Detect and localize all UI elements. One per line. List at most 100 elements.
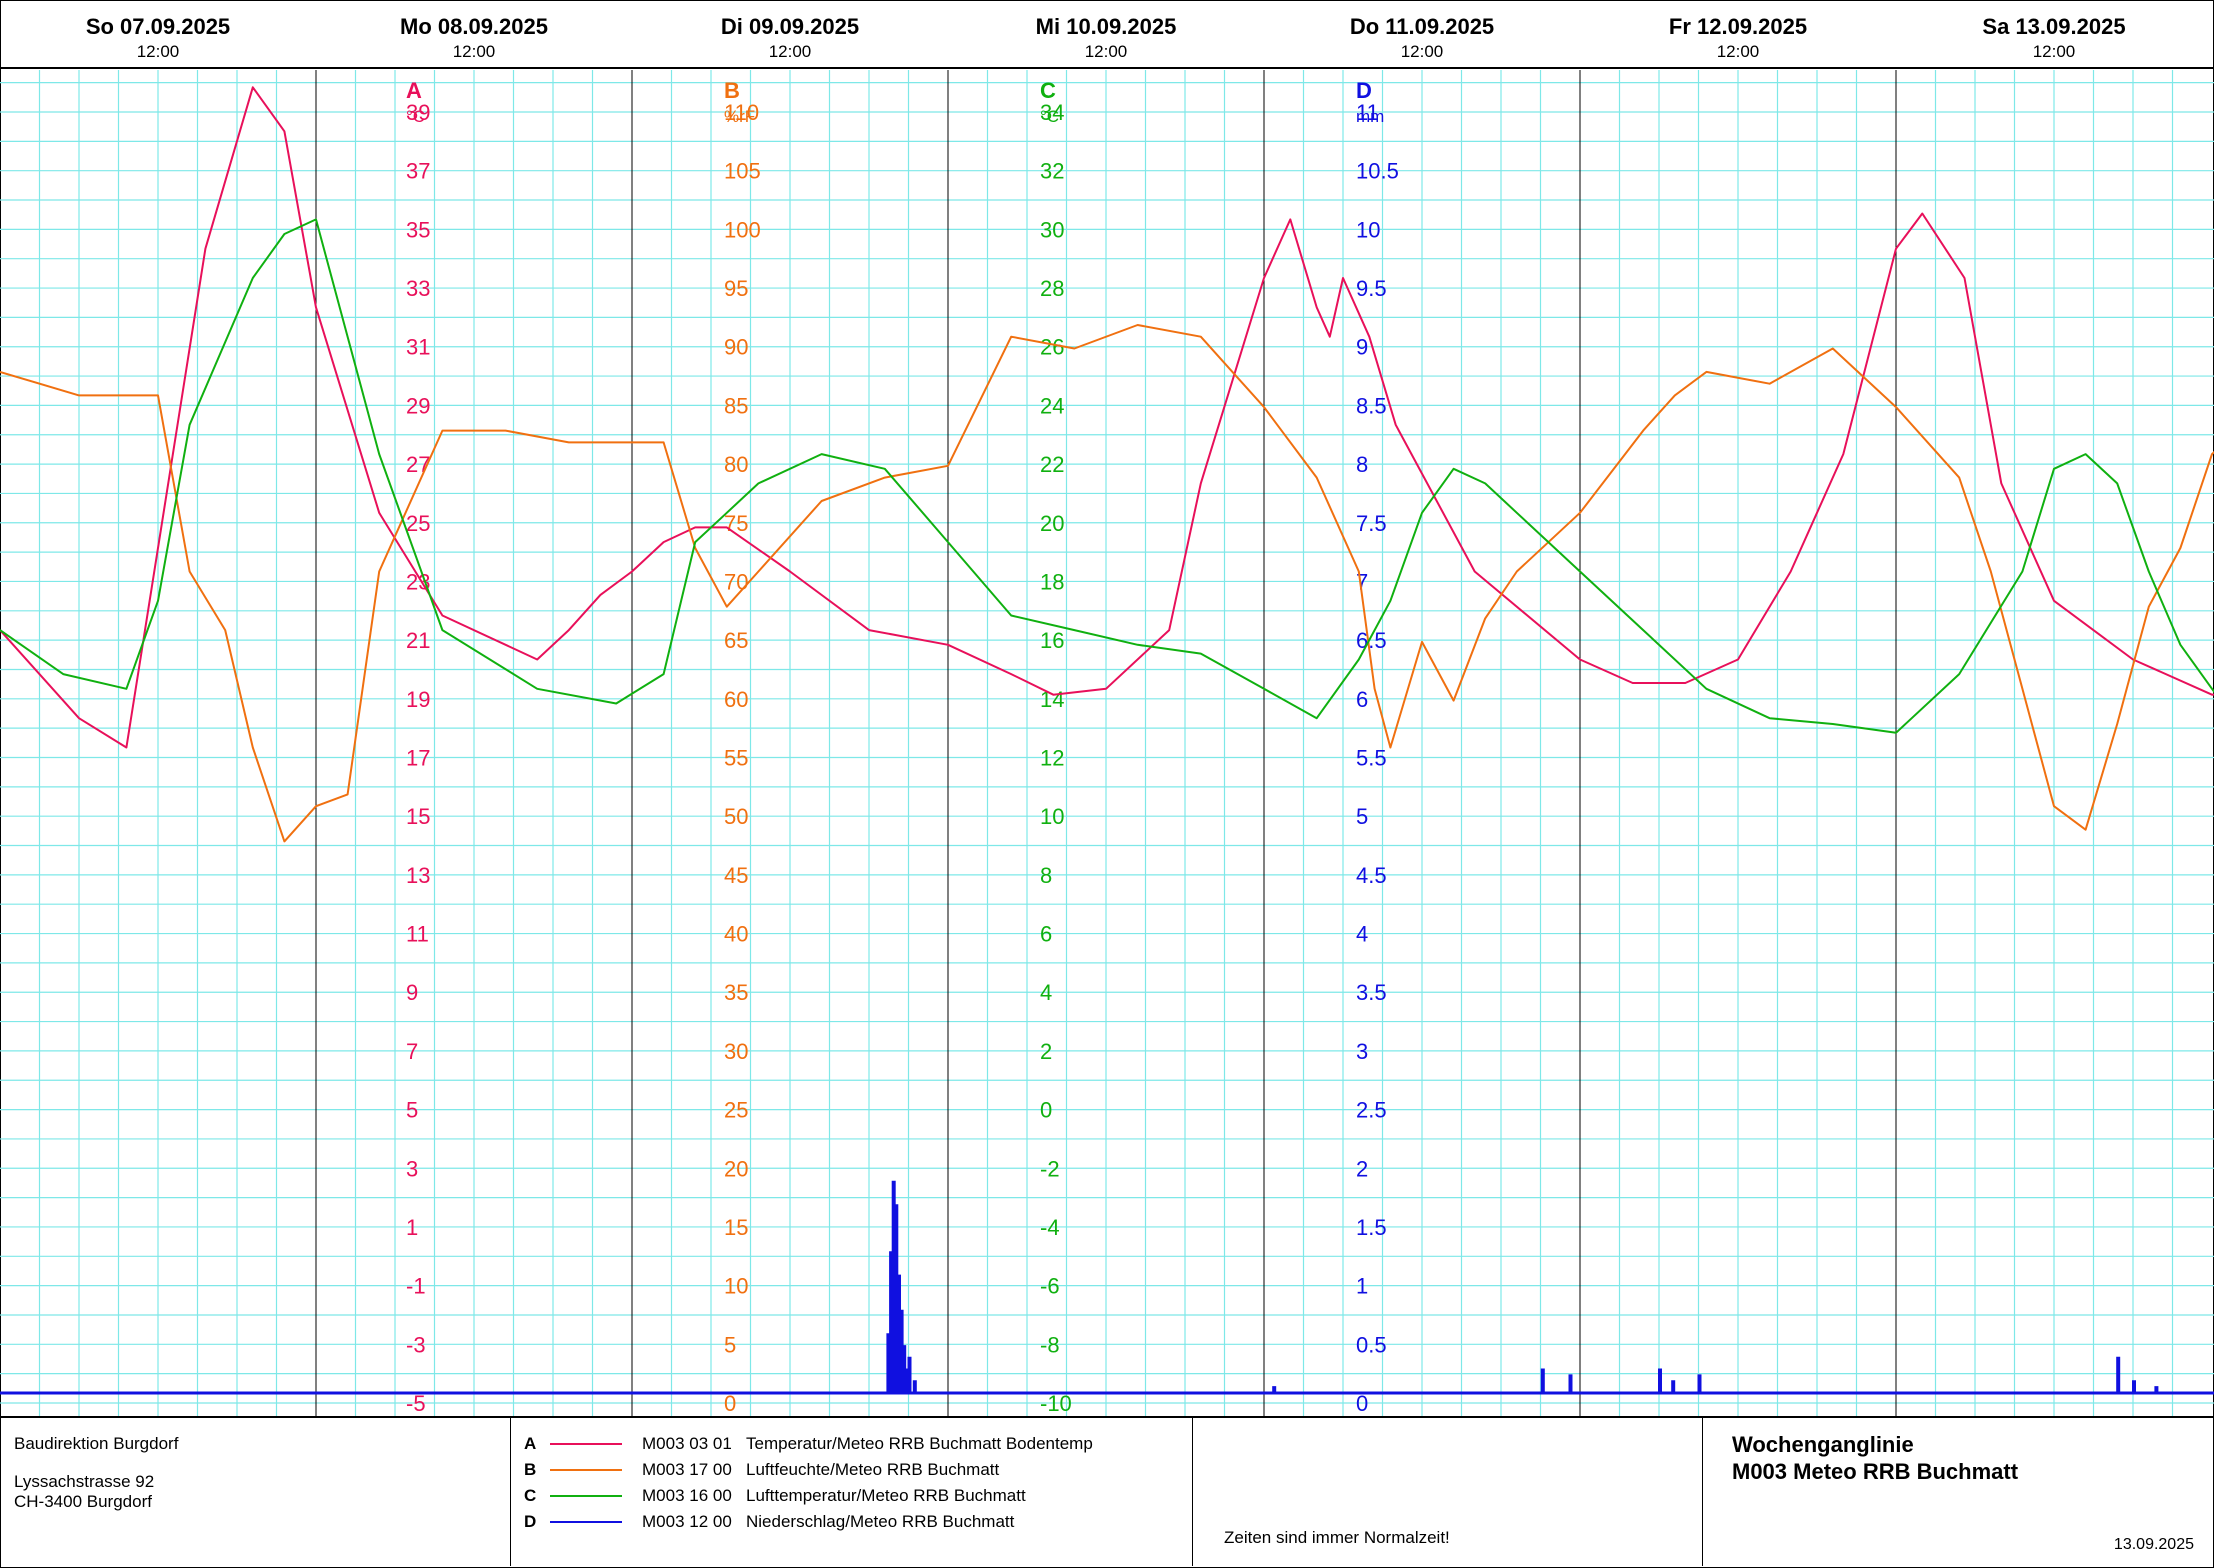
tick-label: 45: [724, 863, 748, 888]
legend-code: M003 03 01: [642, 1434, 732, 1453]
tick-label: 0.5: [1356, 1332, 1387, 1357]
footer-legend-cell: A M003 03 01 Temperatur/Meteo RRB Buchma…: [510, 1416, 1193, 1566]
tick-label: 13: [406, 863, 430, 888]
tick-label: 10.5: [1356, 159, 1399, 184]
report-date: 13.09.2025: [2113, 1536, 2194, 1553]
tick-label: 3: [1356, 1039, 1368, 1064]
footer-title-cell: Wochenganglinie M003 Meteo RRB Buchmatt …: [1702, 1416, 2212, 1566]
legend-line: [550, 1495, 622, 1497]
tick-label: 2: [1040, 1039, 1052, 1064]
tick-label: 9: [1356, 335, 1368, 360]
tick-label: 15: [406, 804, 430, 829]
tick-label: 33: [406, 276, 430, 301]
tick-label: 100: [724, 217, 761, 242]
tick-label: 6: [1356, 687, 1368, 712]
tick-label: 3: [406, 1156, 418, 1181]
tick-label: 3.5: [1356, 980, 1387, 1005]
axis-unit: %rF: [724, 107, 755, 126]
tick-label: 5.5: [1356, 746, 1387, 771]
legend-item: D M003 12 00 Niederschlag/Meteo RRB Buch…: [510, 1512, 1190, 1538]
tick-label: 37: [406, 159, 430, 184]
day-label: Sa 13.09.2025: [1982, 14, 2126, 39]
tick-label: 7.5: [1356, 511, 1387, 536]
legend-item: B M003 17 00 Luftfeuchte/Meteo RRB Buchm…: [510, 1460, 1190, 1486]
tick-label: 10: [1356, 217, 1380, 242]
day-header: Mi 10.09.2025 12:00: [948, 14, 1264, 62]
tick-label: 2.5: [1356, 1098, 1387, 1123]
tick-label: 90: [724, 335, 748, 360]
footer-note: Zeiten sind immer Normalzeit!: [1224, 1528, 1450, 1547]
day-time: 12:00: [136, 42, 180, 61]
tick-label: 21: [406, 628, 430, 653]
tick-label: -3: [406, 1332, 426, 1357]
tick-label: 30: [1040, 217, 1064, 242]
tick-label: 35: [724, 980, 748, 1005]
tick-label: 6.5: [1356, 628, 1387, 653]
legend-key: D: [524, 1512, 537, 1531]
chart-grid: [0, 67, 2214, 1416]
day-label: Do 11.09.2025: [1349, 14, 1495, 39]
tick-label: 25: [406, 511, 430, 536]
legend-key: C: [524, 1486, 537, 1505]
tick-label: 24: [1040, 393, 1064, 418]
day-time: 12:00: [1084, 42, 1128, 61]
tick-label: 5: [724, 1332, 736, 1357]
legend-label: Temperatur/Meteo RRB Buchmatt Bodentemp: [746, 1434, 1093, 1453]
tick-label: 19: [406, 687, 430, 712]
series-line-D: [884, 1180, 2159, 1394]
tick-label: 10: [724, 1274, 748, 1299]
axis-key: A: [406, 78, 422, 103]
footer: Baudirektion Burgdorf Lyssachstrasse 92 …: [0, 1416, 2214, 1568]
tick-label: 0: [1040, 1098, 1052, 1123]
day-label: Mo 08.09.2025: [400, 14, 548, 39]
tick-label: 35: [406, 217, 430, 242]
day-time: 12:00: [452, 42, 496, 61]
tick-label: 6: [1040, 922, 1052, 947]
tick-label: 55: [724, 746, 748, 771]
day-time: 12:00: [2032, 42, 2076, 61]
chart-axes: A°C39373533312927252321191715131197531-1…: [406, 78, 1399, 1416]
tick-label: 20: [1040, 511, 1064, 536]
day-header: Do 11.09.2025 12:00: [1264, 14, 1580, 62]
legend-code: M003 12 00: [642, 1512, 732, 1531]
legend-label: Luftfeuchte/Meteo RRB Buchmatt: [746, 1460, 1000, 1479]
tick-label: 11: [1356, 100, 1379, 125]
axis-unit: °C: [406, 107, 425, 126]
tick-label: 70: [724, 569, 748, 594]
tick-label: 8.5: [1356, 393, 1387, 418]
tick-label: -6: [1040, 1274, 1060, 1299]
axis-key: B: [724, 78, 740, 103]
series-line-B: [0, 324, 2214, 843]
tick-label: 85: [724, 393, 748, 418]
day-header: Fr 12.09.2025 12:00: [1580, 14, 1896, 62]
tick-label: -10: [1040, 1391, 1072, 1416]
tick-label: 110: [724, 100, 759, 125]
footer-org-cell: Baudirektion Burgdorf Lyssachstrasse 92 …: [0, 1416, 511, 1566]
tick-label: 26: [1040, 335, 1064, 360]
legend-line: [550, 1443, 622, 1445]
footer-top-rule: [0, 1416, 2214, 1418]
day-time: 12:00: [768, 42, 812, 61]
tick-label: 75: [724, 511, 748, 536]
tick-label: 95: [724, 276, 748, 301]
address-line: CH-3400 Burgdorf: [14, 1492, 152, 1511]
tick-label: 10: [1040, 804, 1064, 829]
day-time: 12:00: [1716, 42, 1760, 61]
tick-label: 16: [1040, 628, 1064, 653]
tick-label: -2: [1040, 1156, 1060, 1181]
station-title: M003 Meteo RRB Buchmatt: [1732, 1459, 2019, 1484]
tick-label: 40: [724, 922, 748, 947]
tick-label: 31: [406, 335, 430, 360]
tick-label: 34: [1040, 100, 1064, 125]
tick-label: 9: [406, 980, 418, 1005]
series-line-C: [0, 218, 2214, 734]
tick-label: 4: [1040, 980, 1052, 1005]
tick-label: 30: [724, 1039, 748, 1064]
tick-label: 20: [724, 1156, 748, 1181]
legend-code: M003 17 00: [642, 1460, 732, 1479]
tick-label: 28: [1040, 276, 1064, 301]
tick-label: 15: [724, 1215, 748, 1240]
tick-label: -4: [1040, 1215, 1060, 1240]
axis-key: D: [1356, 78, 1372, 103]
legend-line: [550, 1521, 622, 1523]
